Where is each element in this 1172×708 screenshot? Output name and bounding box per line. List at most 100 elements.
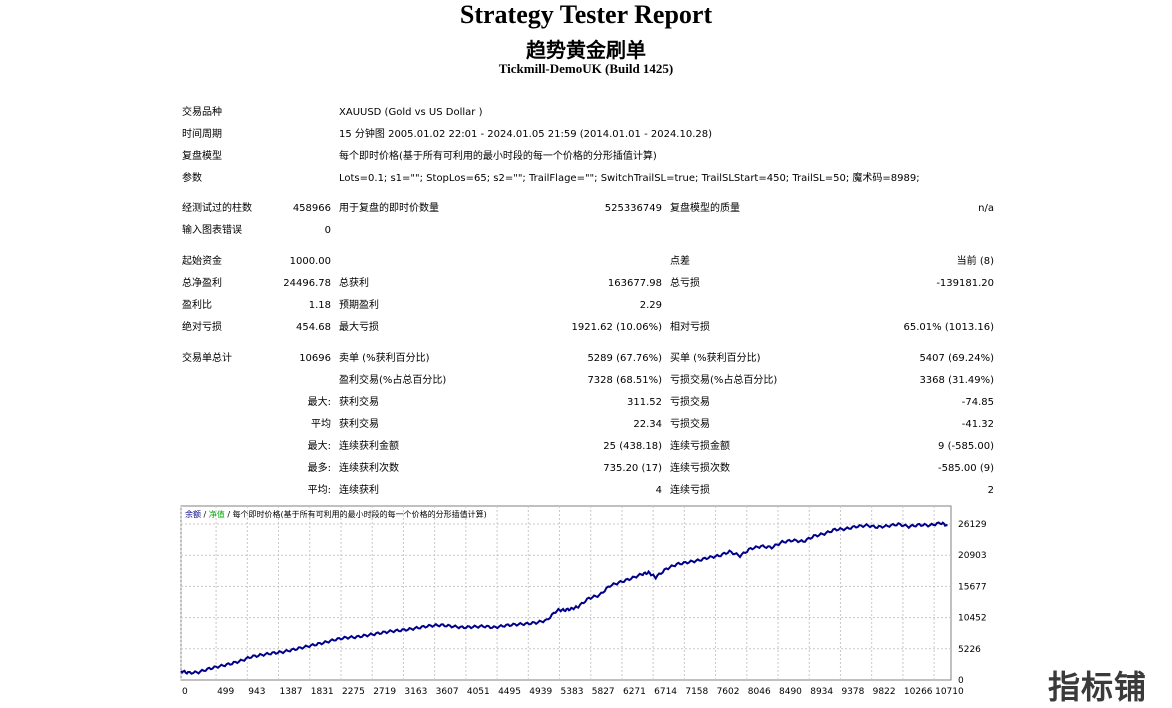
stat-value: 平均 bbox=[311, 419, 331, 430]
symbol-value: XAUUSD (Gold vs US Dollar ) bbox=[339, 107, 483, 118]
stat-label: 亏损交易 bbox=[670, 419, 710, 430]
x-tick-label: 3163 bbox=[404, 687, 427, 697]
stat-value: 525336749 bbox=[604, 203, 662, 214]
stat-label: 盈利交易(%占总百分比) bbox=[339, 375, 447, 386]
server-build: Tickmill-DemoUK (Build 1425) bbox=[498, 61, 674, 76]
y-tick-label: 15677 bbox=[958, 582, 987, 592]
stat-value: 5407 (69.24%) bbox=[919, 353, 994, 364]
x-tick-label: 4051 bbox=[467, 687, 490, 697]
model-label: 复盘模型 bbox=[182, 151, 222, 162]
x-tick-label: 10266 bbox=[904, 687, 933, 697]
stat-label: 最大亏损 bbox=[339, 322, 379, 333]
stat-label: 用于复盘的即时价数量 bbox=[339, 203, 439, 214]
balance-chart: 0 499 943 1387 1831 2275 2719 3163 3607 4051 4495 4… bbox=[180, 505, 997, 701]
x-tick-label: 7602 bbox=[717, 687, 740, 697]
stat-label: 亏损交易 bbox=[670, 397, 710, 408]
period-value: 15 分钟图 2005.01.02 22:01 - 2024.01.05 21:… bbox=[339, 129, 713, 140]
stat-value: -139181.20 bbox=[936, 278, 994, 289]
x-tick-label: 7158 bbox=[685, 687, 708, 697]
stat-value: 311.52 bbox=[627, 397, 662, 408]
legend-model: 每个即时价格(基于所有可利用的最小时段的每一个价格的分形插值计算) bbox=[233, 509, 487, 519]
y-tick-label: 26129 bbox=[958, 520, 987, 530]
x-tick-label: 4495 bbox=[498, 687, 521, 697]
stat-value: -74.85 bbox=[961, 397, 994, 408]
x-tick-label: 9822 bbox=[873, 687, 896, 697]
stat-value: 当前 (8) bbox=[956, 256, 994, 267]
stat-label: 经测试过的柱数 bbox=[182, 203, 252, 214]
stat-value: 5289 (67.76%) bbox=[587, 353, 662, 364]
stat-label: 获利交易 bbox=[339, 397, 379, 408]
x-tick-label: 6271 bbox=[623, 687, 646, 697]
stat-value: 454.68 bbox=[296, 322, 331, 333]
stat-label: 亏损交易(%占总百分比) bbox=[670, 375, 778, 386]
x-tick-label: 3607 bbox=[436, 687, 459, 697]
chart-frame bbox=[180, 505, 952, 681]
report-title: Strategy Tester Report bbox=[459, 0, 713, 29]
x-tick-label: 2719 bbox=[373, 687, 396, 697]
x-tick-label: 5827 bbox=[592, 687, 615, 697]
expert-name: 趋势黄金刷单 bbox=[526, 38, 646, 62]
stat-value: 25 (438.18) bbox=[603, 441, 662, 452]
stat-label: 总获利 bbox=[339, 278, 369, 289]
stat-label: 卖单 (%获利百分比) bbox=[339, 353, 430, 364]
stat-label: 总亏损 bbox=[670, 278, 700, 289]
stat-label: 连续获利次数 bbox=[339, 463, 399, 474]
stat-label: 复盘模型的质量 bbox=[670, 203, 740, 214]
x-tick-label: 2275 bbox=[342, 687, 365, 697]
legend-separator-1: / bbox=[201, 510, 209, 519]
stat-value: 10696 bbox=[299, 353, 331, 364]
stat-label: 连续获利 bbox=[339, 485, 379, 496]
stat-value: -585.00 (9) bbox=[938, 463, 994, 474]
stat-value: 22.34 bbox=[633, 419, 662, 430]
x-tick-label: 8934 bbox=[810, 687, 833, 697]
stat-value: 735.20 (17) bbox=[603, 463, 662, 474]
y-tick-label: 0 bbox=[958, 676, 964, 686]
x-tick-label: 499 bbox=[217, 687, 234, 697]
stat-label: 起始资金 bbox=[182, 256, 222, 267]
x-tick-label: 4939 bbox=[529, 687, 552, 697]
stat-value: 0 bbox=[324, 225, 331, 236]
stat-value: 2.29 bbox=[639, 300, 662, 311]
stat-value: 1921.62 (10.06%) bbox=[571, 322, 662, 333]
x-tick-label: 5383 bbox=[561, 687, 584, 697]
y-tick-label: 5226 bbox=[958, 645, 981, 655]
stat-value: 163677.98 bbox=[607, 278, 662, 289]
x-tick-label: 8046 bbox=[748, 687, 771, 697]
stat-value: 4 bbox=[655, 485, 662, 496]
stat-value: 65.01% (1013.16) bbox=[903, 322, 994, 333]
legend-equity: 净值 bbox=[209, 509, 225, 519]
x-tick-label: 8490 bbox=[779, 687, 802, 697]
legend-balance: 余额 bbox=[185, 509, 201, 519]
legend-separator-2: / bbox=[225, 510, 233, 519]
stat-label: 连续亏损金额 bbox=[670, 441, 730, 452]
y-tick-label: 10452 bbox=[958, 614, 987, 624]
stat-label: 连续亏损次数 bbox=[670, 463, 730, 474]
stat-label: 交易单总计 bbox=[182, 353, 232, 364]
stat-label: 获利交易 bbox=[339, 419, 379, 430]
balance-chart-svg: 0 499 943 1387 1831 2275 2719 3163 3607 4051 4495 4… bbox=[180, 505, 987, 697]
stat-value: 1.18 bbox=[308, 300, 331, 311]
stat-value: n/a bbox=[978, 203, 994, 214]
stat-label: 连续获利金额 bbox=[339, 441, 399, 452]
parameters-value: Lots=0.1; s1=""; StopLos=65; s2=""; Trai… bbox=[339, 173, 920, 184]
x-tick-label: 943 bbox=[248, 687, 265, 697]
x-tick-label: 10710 bbox=[935, 687, 964, 697]
stat-value: 最大: bbox=[307, 397, 331, 408]
x-tick-label: 1387 bbox=[280, 687, 303, 697]
model-value: 每个即时价格(基于所有可利用的最小时段的每一个价格的分形插值计算) bbox=[339, 151, 657, 162]
period-label: 时间周期 bbox=[182, 129, 222, 140]
chart-legend: 余额 / 净值 / 每个即时价格(基于所有可利用的最小时段的每一个价格的分形插值… bbox=[185, 509, 487, 519]
stat-value: 9 (-585.00) bbox=[938, 441, 994, 452]
parameters-label: 参数 bbox=[182, 173, 202, 184]
x-tick-label: 9378 bbox=[841, 687, 864, 697]
stat-value: 最多: bbox=[307, 463, 331, 474]
stat-value: 1000.00 bbox=[289, 256, 331, 267]
stat-label: 输入图表错误 bbox=[182, 225, 242, 236]
stat-label: 总净盈利 bbox=[182, 278, 222, 289]
stat-label: 买单 (%获利百分比) bbox=[670, 353, 761, 364]
stat-label: 盈利比 bbox=[182, 300, 212, 311]
stat-value: 平均: bbox=[307, 485, 331, 496]
stat-value: 最大: bbox=[307, 441, 331, 452]
stat-label: 预期盈利 bbox=[339, 300, 379, 311]
x-tick-label: 6714 bbox=[654, 687, 677, 697]
